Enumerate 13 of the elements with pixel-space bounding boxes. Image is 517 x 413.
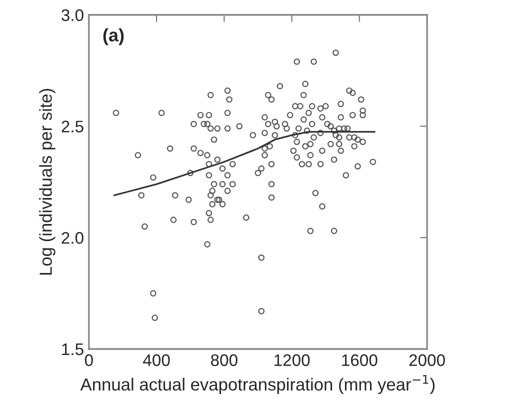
y-tick-label: 2.5 — [62, 120, 84, 132]
x-tick-label: 1600 — [342, 354, 378, 366]
x-axis-title: Annual actual evapotranspiration (mm year$^{−1}$) — [80, 374, 435, 394]
y-tick-label: 2.0 — [62, 232, 84, 244]
x-tick-label: 0 — [84, 354, 93, 366]
y-tick-label: 3.0 — [62, 9, 84, 22]
y-axis-title: Log (individuals per site) — [39, 88, 56, 275]
annotation: (a) — [103, 28, 124, 46]
x-tick-label: 400 — [143, 354, 170, 366]
x-tick-label: 800 — [210, 354, 238, 366]
x-tick-label: 2000 — [409, 354, 445, 366]
x-tick-label: 1200 — [274, 354, 310, 366]
y-tick-label: 1.5 — [62, 344, 84, 356]
